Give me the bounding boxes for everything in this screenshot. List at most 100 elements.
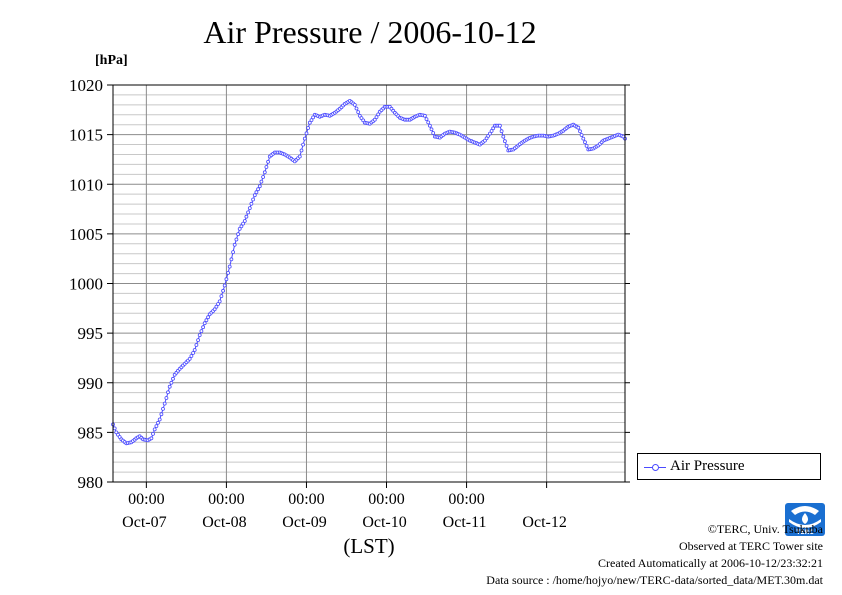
- data-point: [304, 131, 309, 136]
- data-point: [487, 131, 492, 136]
- data-point: [244, 214, 249, 219]
- data-point: [156, 420, 160, 425]
- data-point: [297, 154, 302, 159]
- data-point: [187, 356, 192, 361]
- creation-timestamp: Created Automatically at 2006-10-12/23:3…: [598, 556, 823, 570]
- data-point: [159, 412, 164, 417]
- data-point: [167, 384, 172, 389]
- data-point: [576, 125, 581, 130]
- x-date-label: Oct-09: [282, 514, 326, 531]
- data-point: [372, 117, 377, 122]
- data-point: [376, 112, 381, 117]
- data-point: [264, 165, 269, 169]
- data-point: [583, 140, 587, 145]
- data-point: [262, 170, 267, 175]
- data-point: [236, 232, 241, 237]
- data-point: [299, 148, 304, 153]
- data-point: [261, 175, 266, 179]
- y-axis: 980 985 990 995 1000 1005 1010 1015 1020: [69, 76, 630, 492]
- data-point: [162, 401, 167, 406]
- data-point: [201, 325, 206, 330]
- legend-marker-icon: [644, 462, 666, 472]
- x-tick-label: 00:00: [368, 491, 404, 508]
- data-point: [426, 120, 431, 125]
- data-point: [356, 110, 361, 114]
- data-point: [309, 118, 314, 122]
- data-point: [581, 136, 586, 141]
- data-point: [217, 299, 222, 304]
- data-source: Data source : /home/hojyo/new/TERC-data/…: [486, 573, 823, 587]
- data-point: [234, 237, 239, 242]
- data-point: [266, 159, 271, 164]
- data-point: [189, 354, 194, 358]
- data-point: [489, 129, 494, 133]
- legend: Air Pressure: [637, 453, 821, 480]
- data-point: [216, 302, 221, 306]
- x-tick-label: 00:00: [288, 491, 324, 508]
- y-tick-label: 1015: [69, 126, 103, 145]
- data-point: [257, 184, 262, 189]
- y-tick-label: 985: [78, 423, 104, 442]
- x-date-label: Oct-12: [522, 514, 566, 531]
- data-point: [231, 250, 236, 255]
- data-point: [166, 390, 170, 395]
- data-point: [429, 127, 434, 132]
- data-point: [222, 283, 227, 288]
- data-point: [226, 270, 231, 275]
- data-point: [241, 221, 246, 226]
- plot-frame: [112, 84, 626, 483]
- data-point: [251, 197, 256, 202]
- data-point: [254, 190, 259, 195]
- data-point: [164, 396, 169, 400]
- y-tick-label: 1020: [69, 76, 103, 95]
- data-point: [501, 134, 506, 139]
- data-point: [424, 117, 429, 121]
- data-point: [259, 179, 264, 184]
- data-point: [502, 139, 507, 144]
- data-point: [247, 206, 252, 211]
- data-point: [169, 380, 174, 385]
- data-point: [352, 103, 357, 107]
- data-point: [239, 224, 244, 229]
- x-date-label: Oct-11: [443, 514, 487, 531]
- data-point: [422, 113, 427, 118]
- data-point: [204, 318, 209, 323]
- y-tick-label: 1005: [69, 225, 103, 244]
- data-point: [152, 427, 157, 432]
- data-point: [584, 143, 589, 148]
- observation-site: Observed at TERC Tower site: [678, 539, 823, 553]
- series-air-pressure: [111, 99, 627, 446]
- data-point: [157, 417, 162, 422]
- data-point: [579, 133, 584, 137]
- data-point: [237, 226, 242, 231]
- data-point: [202, 321, 207, 326]
- data-point: [197, 333, 202, 338]
- data-point: [427, 123, 432, 128]
- data-point: [192, 348, 197, 352]
- data-point: [431, 131, 436, 135]
- data-point: [229, 257, 234, 262]
- data-point: [196, 338, 201, 343]
- x-date-label: Oct-07: [122, 514, 166, 531]
- data-point: [112, 426, 117, 431]
- y-tick-label: 995: [78, 324, 104, 343]
- data-point: [497, 123, 502, 128]
- data-point: [171, 376, 175, 381]
- data-point: [227, 264, 232, 269]
- data-point: [374, 115, 379, 119]
- data-point: [206, 315, 211, 320]
- y-tick-label: 990: [78, 374, 104, 393]
- grid: [113, 85, 625, 482]
- data-point: [232, 242, 237, 247]
- x-tick-label: 00:00: [208, 491, 244, 508]
- data-point: [219, 294, 224, 299]
- data-point: [311, 115, 316, 120]
- data-point: [252, 193, 257, 198]
- data-point: [246, 210, 251, 215]
- data-point: [214, 304, 219, 309]
- y-axis-unit: [hPa]: [95, 53, 128, 68]
- y-tick-label: 980: [78, 473, 104, 492]
- x-tick-label: 00:00: [448, 491, 484, 508]
- data-point: [224, 277, 229, 282]
- legend-label: Air Pressure: [670, 458, 745, 474]
